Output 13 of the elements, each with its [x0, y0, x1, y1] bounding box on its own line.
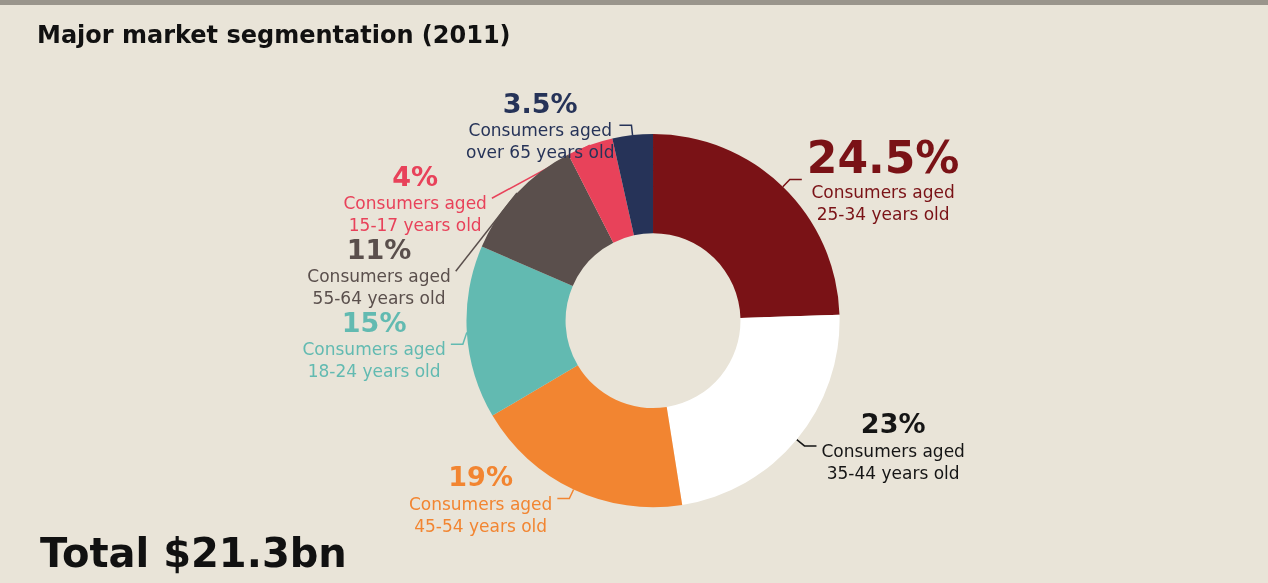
slice-label: Consumers aged 55-64 years old: [307, 266, 451, 309]
chart-title: Major market segmentation (2011): [37, 21, 511, 49]
data-label: 24.5%: [806, 132, 960, 183]
slice-label: Consumers aged 15-17 years old: [343, 193, 487, 236]
data-label: 3.5%: [502, 87, 578, 119]
slice-label: Consumers aged 45-54 years old: [408, 493, 553, 536]
slice-label: Consumers aged 18-24 years old: [302, 339, 446, 382]
slice-label: Consumers aged 25-34 years old: [811, 182, 955, 225]
text: Total $21.3bn: [40, 530, 347, 576]
slice-label: Consumers aged 35-44 years old: [821, 440, 965, 483]
data-label: 23%: [860, 408, 926, 440]
data-label: 19%: [448, 461, 513, 492]
data-label: 4%: [392, 160, 439, 192]
